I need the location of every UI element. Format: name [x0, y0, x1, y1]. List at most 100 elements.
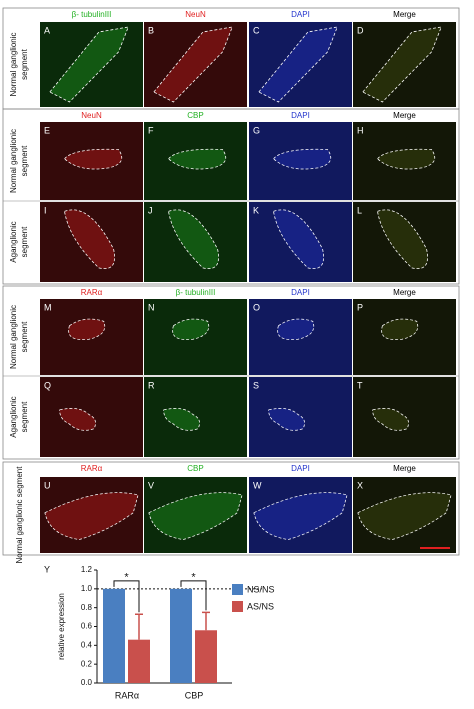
row-label: Normal ganglionic: [9, 32, 18, 96]
panel-letter: G: [253, 125, 260, 135]
micrograph-signal: [249, 22, 352, 107]
region-outline: [277, 318, 315, 340]
panel-letter: A: [44, 25, 50, 35]
micrograph-signal: [40, 477, 143, 553]
region-outline: [272, 148, 332, 170]
panel-letter: W: [253, 480, 262, 490]
micrograph-signal: [249, 377, 352, 457]
region-outline: [59, 408, 96, 431]
bar: [195, 630, 217, 683]
channel-header: CBP: [187, 111, 203, 120]
region-outline: [153, 26, 233, 103]
micrograph: [40, 377, 143, 457]
micrograph: [353, 377, 456, 457]
micrograph-signal: [353, 202, 456, 282]
panel-letter: F: [148, 125, 154, 135]
region-outline: [49, 26, 129, 103]
channel-header: Merge: [393, 111, 416, 120]
region-outline: [168, 209, 219, 269]
row-label: Normal ganglionic: [9, 305, 18, 369]
panel-group-border: [2, 461, 460, 556]
y-tick-label: 0.2: [81, 659, 93, 668]
region-outline: [381, 318, 419, 340]
region-outline: [362, 26, 442, 103]
region-outline: [68, 318, 106, 340]
panel-group-border: [2, 285, 460, 460]
micrograph-signal: [40, 202, 143, 282]
panel-letter: H: [357, 125, 364, 135]
micrograph-signal: [353, 477, 456, 553]
row-label: segment: [20, 226, 29, 257]
micrograph: [249, 122, 352, 200]
micrograph-signal: [144, 122, 247, 200]
row-label: segment: [20, 321, 29, 352]
y-tick-label: 1.0: [81, 584, 93, 593]
legend-label: NS/NS: [247, 584, 275, 594]
micrograph-signal: [353, 22, 456, 107]
region-outline: [273, 209, 324, 269]
micrograph-signal: [249, 202, 352, 282]
micrograph: [144, 122, 247, 200]
legend-swatch: [232, 584, 243, 595]
panel-letter: C: [253, 25, 260, 35]
panel-letter: L: [357, 205, 362, 215]
channel-header: NeuN: [185, 10, 206, 19]
region-outline: [172, 318, 210, 340]
channel-header: β- tubulinIII: [176, 288, 216, 297]
micrograph-signal: [144, 22, 247, 107]
micrograph-signal: [249, 122, 352, 200]
legend-swatch: [232, 601, 243, 612]
panel-letter: V: [148, 480, 154, 490]
micrograph-signal: [40, 22, 143, 107]
panel-group-border: [2, 108, 460, 285]
row-label: Normal ganglionic: [9, 129, 18, 193]
micrograph-signal: [353, 377, 456, 457]
micrograph: [144, 202, 247, 282]
panel-letter: E: [44, 125, 50, 135]
panel-letter: I: [44, 205, 47, 215]
panel-letter: X: [357, 480, 363, 490]
bar: [128, 639, 150, 683]
channel-header: β- tubulinIII: [72, 10, 112, 19]
micrograph-signal: [249, 477, 352, 553]
panel-letter: U: [44, 480, 51, 490]
region-outline: [64, 209, 115, 269]
row-label: Aganglionic: [9, 396, 18, 437]
micrograph-signal: [144, 299, 247, 375]
micrograph-signal: [40, 377, 143, 457]
micrograph: [353, 122, 456, 200]
y-axis-label: relative expression: [57, 593, 66, 660]
channel-header: RARα: [81, 288, 103, 297]
micrograph: [353, 202, 456, 282]
row-label: segment: [20, 401, 29, 432]
region-outline: [63, 148, 123, 170]
region-outline: [148, 492, 243, 540]
channel-header: Merge: [393, 288, 416, 297]
bar: [170, 588, 192, 683]
panel-letter: T: [357, 380, 363, 390]
panel-letter: S: [253, 380, 259, 390]
y-tick-label: 0.0: [81, 678, 93, 687]
micrograph: [40, 122, 143, 200]
region-outline: [372, 408, 409, 431]
panel-letter: R: [148, 380, 155, 390]
y-tick-label: 0.8: [81, 603, 93, 612]
panel-letter: J: [148, 205, 153, 215]
panel-letter: D: [357, 25, 364, 35]
micrograph: [144, 22, 247, 107]
significance-mark: *: [124, 572, 129, 584]
micrograph: [353, 477, 456, 553]
row-label: Normal ganglionic segment: [15, 466, 24, 564]
micrograph: [249, 299, 352, 375]
row-label: Aganglionic: [9, 221, 18, 262]
y-tick-label: 1.2: [81, 565, 93, 574]
channel-header: CBP: [187, 464, 203, 473]
channel-header: DAPI: [291, 464, 310, 473]
micrograph: [144, 477, 247, 553]
region-outline: [167, 148, 227, 170]
panel-letter: P: [357, 302, 363, 312]
region-outline: [268, 408, 305, 431]
micrograph: [249, 377, 352, 457]
micrograph-signal: [353, 122, 456, 200]
